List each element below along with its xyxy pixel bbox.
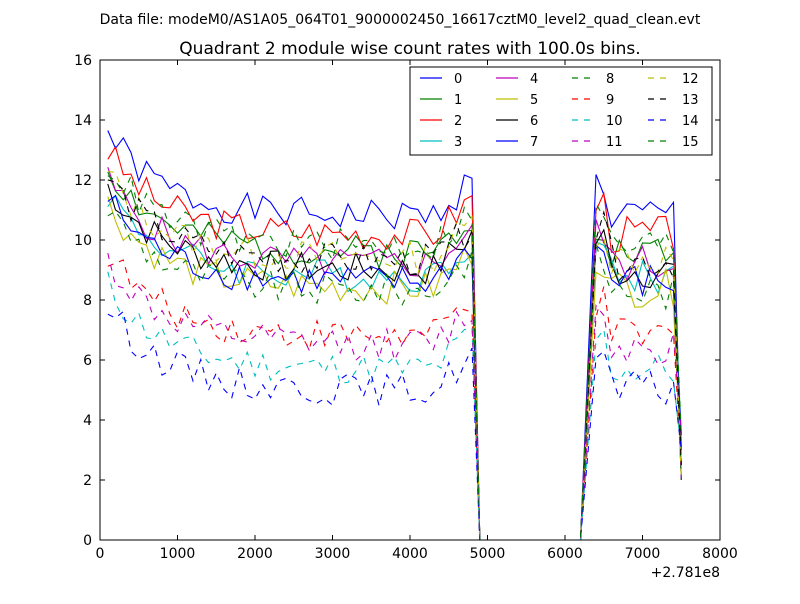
chart-title: Quadrant 2 module wise count rates with … (179, 39, 640, 59)
legend-label-1: 1 (454, 93, 462, 108)
y-tick-label: 0 (83, 533, 92, 549)
legend-label-14: 14 (682, 114, 699, 129)
x-tick-label: 6000 (547, 546, 583, 562)
series-line-10 (107, 271, 682, 541)
x-tick-label: 4000 (392, 546, 428, 562)
legend-label-6: 6 (530, 114, 538, 129)
legend-label-0: 0 (454, 72, 462, 87)
y-tick-label: 4 (83, 413, 92, 429)
x-tick-label: 3000 (315, 546, 351, 562)
legend-label-10: 10 (606, 114, 623, 129)
y-tick-label: 14 (74, 113, 92, 129)
x-tick-label: 1000 (160, 546, 196, 562)
legend-label-3: 3 (454, 135, 462, 150)
legend-frame (409, 66, 713, 156)
y-tick-label: 6 (83, 353, 92, 369)
x-offset-label: +2.781e8 (651, 565, 720, 581)
y-tick-label: 16 (74, 53, 92, 69)
legend-label-13: 13 (682, 93, 699, 108)
x-tick-label: 8000 (702, 546, 738, 562)
legend-label-7: 7 (530, 135, 538, 150)
legend-label-4: 4 (530, 72, 538, 87)
x-tick-label: 7000 (625, 546, 661, 562)
y-tick-label: 12 (74, 173, 92, 189)
x-tick-label: 2000 (237, 546, 273, 562)
y-tick-label: 8 (83, 293, 92, 309)
series-line-11 (107, 252, 682, 541)
x-tick-label: 5000 (470, 546, 506, 562)
x-axis: 0 1000 2000 3000 4000 5000 6000 7000 8000 (96, 60, 738, 562)
y-tick-label: 10 (74, 233, 92, 249)
data-file-label: Data file: modeM0/AS1A05_064T01_90000024… (100, 12, 701, 28)
y-tick-label: 2 (83, 473, 92, 489)
legend-label-12: 12 (682, 72, 699, 87)
legend-label-8: 8 (606, 72, 614, 87)
series-line-9 (107, 259, 682, 541)
x-tick-label: 0 (96, 546, 105, 562)
legend-label-2: 2 (454, 114, 462, 129)
legend-label-5: 5 (530, 93, 538, 108)
legend-label-15: 15 (682, 135, 699, 150)
legend-label-9: 9 (606, 93, 614, 108)
plot-series-group (107, 130, 682, 541)
series-line-15 (107, 174, 682, 541)
series-line-13 (107, 179, 682, 541)
legend-label-11: 11 (606, 135, 623, 150)
